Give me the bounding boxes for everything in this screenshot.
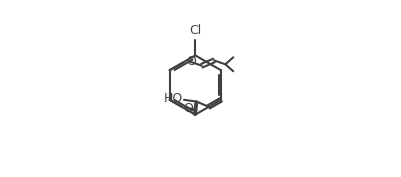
Text: O: O	[187, 55, 196, 68]
Text: O: O	[184, 102, 193, 115]
Text: HO: HO	[164, 92, 183, 105]
Text: Cl: Cl	[189, 24, 201, 37]
